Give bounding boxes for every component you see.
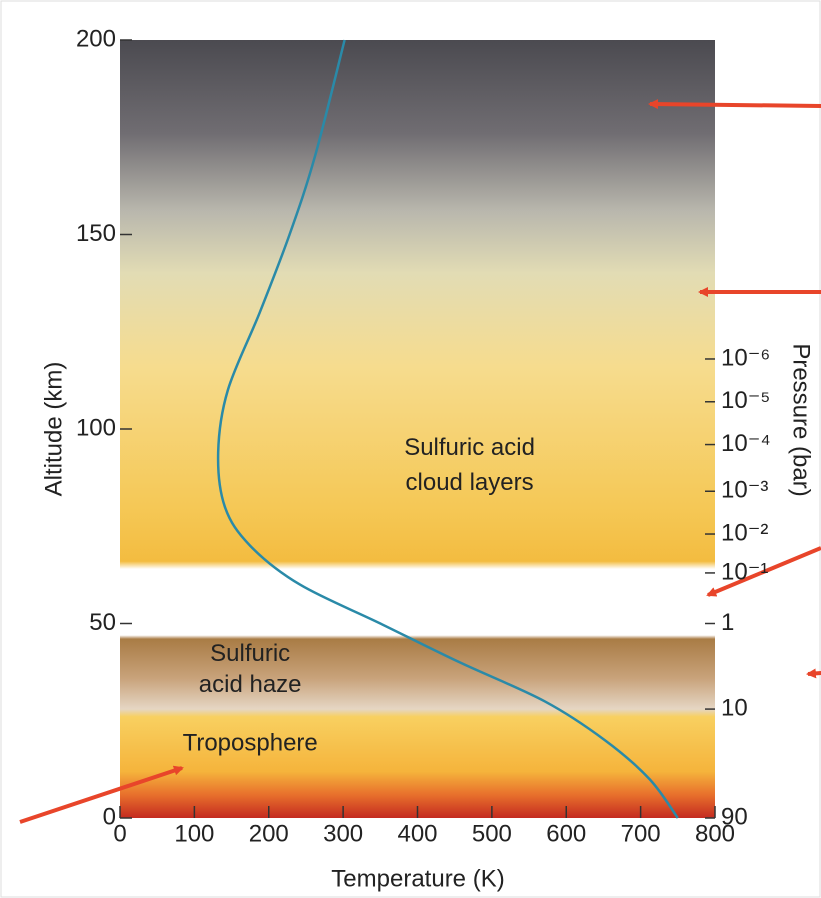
y2-tick-label: 1 [721,609,734,636]
arrows [19,99,821,824]
y2-tick-label: 10⁻⁵ [721,387,770,414]
x-tick-label: 500 [472,820,512,847]
x-tick-label: 200 [249,820,289,847]
y2-tick-label: 10⁻² [721,519,768,546]
annotation: Troposphere [183,729,318,756]
y2-axis-label: Pressure (bar) [788,343,815,496]
x-tick-label: 800 [695,820,735,847]
y-tick-label: 0 [103,803,116,830]
annotation: Sulfuric [210,640,290,667]
temperature-line [216,39,679,819]
x-tick-label: 700 [621,820,661,847]
y2-tick-label: 90 [721,803,748,830]
y2-tick-label: 10⁻³ [721,477,768,504]
y2-tick-label: 10⁻⁶ [721,344,770,371]
annotation: acid haze [199,671,302,698]
x-tick-label: 600 [546,820,586,847]
y2-tick-label: 10⁻¹ [721,558,768,585]
y-tick-label: 100 [76,414,116,441]
arrow [19,765,184,824]
x-tick-label: 300 [323,820,363,847]
y2-tick-label: 10⁻⁴ [721,430,771,457]
y2-tick-label: 10 [721,694,748,721]
annotation: cloud layers [406,469,534,496]
x-tick-label: 0 [113,820,126,847]
annotation: Sulfuric acid [404,434,535,461]
arrow [706,546,821,597]
arrow [648,99,821,110]
y-tick-label: 50 [89,609,116,636]
atmosphere-background [120,40,715,818]
arrow [806,668,821,679]
x-tick-label: 400 [397,820,437,847]
y-axis-label: Altitude (km) [40,362,67,497]
x-axis-label: Temperature (K) [331,865,504,892]
y-tick-label: 150 [76,220,116,247]
x-tick-label: 100 [174,820,214,847]
y-tick-label: 200 [76,25,116,52]
